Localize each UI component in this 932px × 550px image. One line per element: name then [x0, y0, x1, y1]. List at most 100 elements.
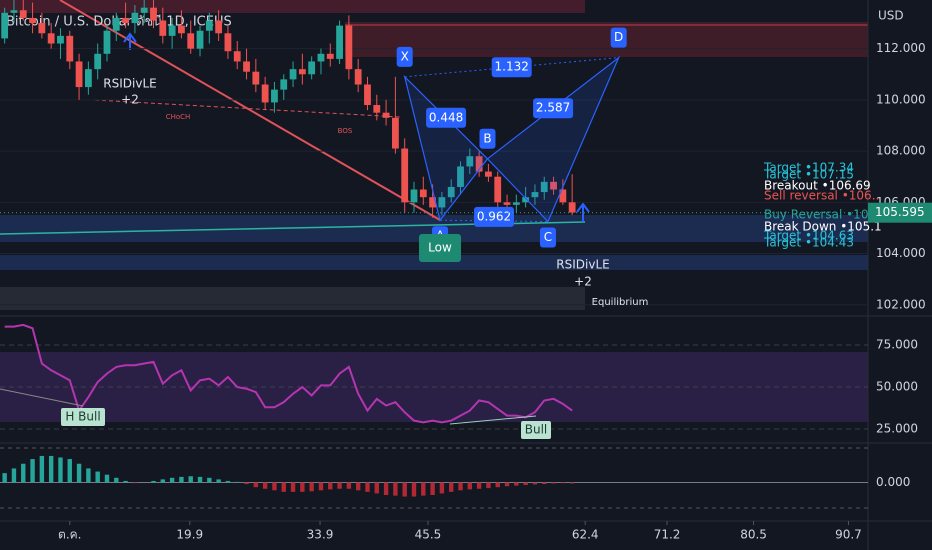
signal-label: Target •104.63: [763, 229, 854, 243]
histogram-bar: [430, 482, 435, 495]
candle-body: [512, 202, 520, 205]
ratio-box: [474, 206, 515, 227]
candle-body: [382, 112, 390, 118]
candle-body: [103, 30, 111, 54]
trend-line: [59, 0, 441, 221]
divergence-line: [449, 415, 537, 425]
histogram-bar: [383, 482, 389, 495]
histogram-bar: [318, 482, 324, 491]
candle-body: [336, 25, 343, 59]
pattern-point: [610, 27, 627, 48]
candle-body: [112, 17, 120, 31]
histogram-bar: [179, 476, 184, 483]
candle-body: [205, 20, 213, 31]
pattern-point: [539, 227, 556, 248]
y-tick-label: 104.000: [876, 246, 926, 260]
candle-body: [29, 17, 36, 24]
x-tick-label: ต.ค.: [58, 528, 81, 542]
candle-body: [252, 71, 260, 85]
candle-body: [531, 192, 539, 198]
candle-body: [326, 53, 334, 59]
signal-label: Sell reversal •106..: [764, 189, 879, 203]
histogram-bar: [514, 482, 519, 486]
candle-body: [457, 166, 464, 187]
annotation: RSIDivLE: [556, 258, 609, 272]
candle-body: [364, 84, 371, 105]
candle-body: [75, 61, 83, 88]
y-tick-label: 108.000: [876, 144, 926, 158]
annotation: RSIDivLE: [103, 77, 156, 91]
candle-body: [94, 53, 102, 70]
arrow: [576, 202, 590, 222]
ratio-label: 2.587: [536, 101, 570, 115]
last-price-label: 105.595: [875, 205, 925, 219]
candle-body: [140, 7, 148, 13]
histogram-bar: [244, 482, 249, 485]
histogram-bar: [216, 479, 221, 483]
last-price-box: [868, 202, 932, 223]
annotation: Low: [428, 241, 452, 255]
histogram-bar: [346, 482, 352, 489]
rsi-line: [4, 323, 573, 424]
histogram-bar: [551, 482, 556, 484]
y-tick-label: 112.000: [876, 41, 926, 55]
candle-body: [233, 51, 241, 62]
histogram-bar: [151, 480, 156, 483]
histogram-bar: [95, 471, 100, 483]
histogram-bar: [290, 482, 296, 492]
candle-body: [429, 197, 437, 208]
candle-body: [57, 35, 64, 44]
histogram-bar: [495, 482, 500, 488]
candle-body: [503, 202, 511, 205]
histogram-bar: [67, 459, 72, 483]
candle-body: [494, 176, 502, 203]
candle-body: [391, 117, 399, 149]
ratio-label: 0.962: [477, 209, 511, 223]
candle-body: [19, 10, 27, 18]
pattern-label: C: [544, 230, 552, 244]
ratio-box: [426, 107, 467, 128]
x-tick-label: 62.4: [572, 528, 599, 542]
candle-body: [308, 61, 316, 75]
candle-body: [47, 33, 55, 44]
histogram-bar: [532, 482, 538, 485]
candle-body: [345, 25, 353, 70]
divergence-line: [0, 388, 84, 407]
ratio-box: [533, 98, 574, 119]
signal-label: Break Down •105.1: [764, 220, 882, 234]
histogram-bar: [48, 455, 54, 483]
candle-body: [447, 186, 455, 198]
y-axis-label: USD: [878, 9, 904, 23]
candle-body: [1, 12, 9, 39]
ratio-box: [491, 57, 532, 78]
bull-box: [521, 421, 551, 439]
candle-body: [243, 61, 250, 72]
pattern-label: X: [401, 49, 409, 63]
candle-body: [187, 33, 195, 49]
annotation: +2: [121, 93, 139, 107]
histogram-bar: [439, 482, 445, 494]
candle-body: [568, 202, 576, 213]
candle-body: [317, 53, 325, 62]
candle-body: [178, 25, 185, 34]
signal-label: Target •104.43: [763, 236, 854, 250]
histogram-bar: [21, 463, 26, 483]
histogram-bar: [39, 455, 45, 483]
bull-box: [61, 408, 105, 426]
histogram-bar: [402, 482, 407, 497]
pattern-point: [479, 128, 496, 149]
candle-body: [401, 148, 409, 203]
candle-body: [475, 156, 483, 172]
pattern-dotted: [404, 57, 619, 78]
histogram-bar: [542, 482, 547, 485]
x-tick-label: 45.5: [415, 528, 442, 542]
candle-body: [196, 30, 204, 49]
candle-body: [224, 33, 232, 52]
histogram-bar: [272, 482, 277, 491]
y-tick-label: 102.000: [876, 297, 926, 311]
histogram-bar: [569, 482, 575, 484]
candle-body: [159, 20, 167, 36]
y-tick-label: 110.000: [876, 92, 926, 106]
